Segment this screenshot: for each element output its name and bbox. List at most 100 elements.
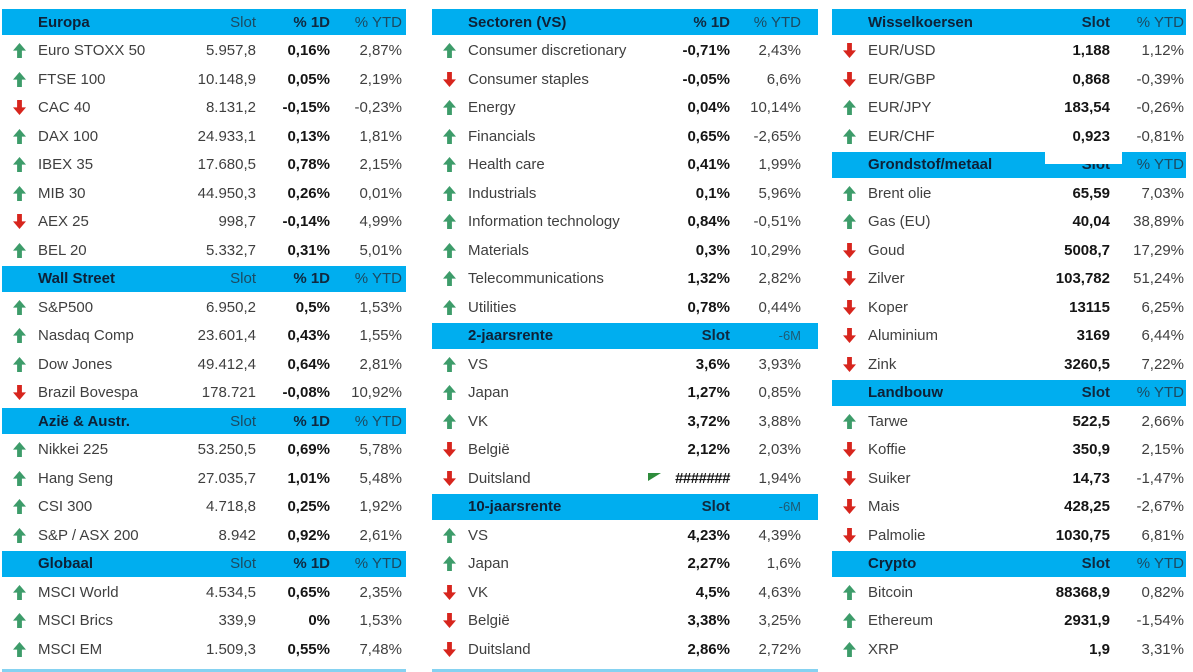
value-cell[interactable]: 1.509,3	[205, 640, 256, 658]
section-title[interactable]: 2-jaarsrente	[468, 327, 554, 344]
value-cell[interactable]: 0,3%	[695, 241, 730, 259]
value-cell[interactable]: 1,53%	[359, 612, 402, 630]
value-cell[interactable]: 5,96%	[758, 184, 801, 202]
column-header[interactable]: % YTD	[1136, 13, 1184, 31]
column-header[interactable]: % YTD	[753, 13, 801, 31]
instrument-name[interactable]: Palmolie	[868, 526, 926, 544]
instrument-name[interactable]: Koffie	[868, 441, 907, 459]
value-cell[interactable]: 0,41%	[687, 156, 730, 174]
instrument-name[interactable]: FTSE 100	[38, 70, 106, 88]
instrument-name[interactable]: VK	[468, 583, 489, 601]
value-cell[interactable]: 10,29%	[750, 241, 801, 259]
value-cell[interactable]: 0,5%	[295, 298, 330, 316]
instrument-name[interactable]: Industrials	[468, 184, 537, 202]
value-cell[interactable]: 0,16%	[287, 42, 330, 60]
value-cell[interactable]: 998,7	[218, 213, 256, 231]
value-cell[interactable]: 0,84%	[687, 213, 730, 231]
column-header[interactable]: Slot	[230, 412, 256, 430]
value-cell[interactable]: 3,93%	[758, 355, 801, 373]
value-cell[interactable]: 2,15%	[359, 156, 402, 174]
instrument-name[interactable]: Euro STOXX 50	[38, 42, 146, 60]
instrument-name[interactable]: Information technology	[468, 213, 620, 231]
column-header[interactable]: % 1D	[293, 13, 330, 31]
value-cell[interactable]: 0,25%	[287, 498, 330, 516]
value-cell[interactable]: -0,14%	[282, 213, 330, 231]
value-cell[interactable]: 0,65%	[687, 127, 730, 145]
value-cell[interactable]: -0,08%	[282, 384, 330, 402]
value-cell[interactable]: 4,39%	[758, 526, 801, 544]
instrument-name[interactable]: Financials	[468, 127, 536, 145]
value-cell[interactable]: 0,69%	[287, 441, 330, 459]
instrument-name[interactable]: Bitcoin	[868, 583, 914, 601]
instrument-name[interactable]: Ethereum	[868, 612, 934, 630]
column-header[interactable]: % YTD	[354, 13, 402, 31]
section-title[interactable]: Azië & Austr.	[38, 412, 130, 430]
column-header[interactable]: Slot	[1081, 555, 1110, 572]
value-cell[interactable]: 3,72%	[687, 412, 730, 430]
value-cell[interactable]: 3169	[1076, 327, 1110, 345]
value-cell[interactable]: 5.957,8	[205, 42, 256, 60]
value-cell[interactable]: 6,6%	[766, 70, 801, 88]
value-cell[interactable]: 65,59	[1072, 184, 1110, 202]
value-cell[interactable]: -0,23%	[354, 99, 402, 117]
value-cell[interactable]: 2,86%	[687, 640, 730, 658]
section-title[interactable]: Wall Street	[38, 270, 115, 287]
value-cell[interactable]: 38,89%	[1133, 213, 1184, 231]
column-header[interactable]: % 1D	[293, 555, 330, 572]
instrument-name[interactable]: Health care	[468, 156, 545, 174]
instrument-name[interactable]: MSCI World	[38, 583, 119, 601]
section-title[interactable]: Landbouw	[868, 384, 943, 401]
value-cell[interactable]: 183,54	[1064, 99, 1110, 117]
value-cell[interactable]: -0,05%	[682, 70, 730, 88]
instrument-name[interactable]: Japan	[468, 555, 509, 573]
value-cell[interactable]: 2,87%	[359, 42, 402, 60]
value-cell[interactable]: 1,9	[1089, 640, 1110, 658]
column-header[interactable]: % YTD	[1136, 384, 1184, 401]
value-cell[interactable]: 3,25%	[758, 612, 801, 630]
instrument-name[interactable]: EUR/CHF	[868, 127, 935, 145]
value-cell[interactable]: 0,31%	[287, 241, 330, 259]
value-cell[interactable]: 2,81%	[359, 355, 402, 373]
value-cell[interactable]: 6,44%	[1141, 327, 1184, 345]
value-cell[interactable]: 0,26%	[287, 184, 330, 202]
value-cell[interactable]: 0,13%	[287, 127, 330, 145]
value-cell[interactable]: 8.942	[218, 526, 256, 544]
value-cell[interactable]: 0,82%	[1141, 583, 1184, 601]
value-cell[interactable]: 3260,5	[1064, 355, 1110, 373]
column-header[interactable]: Slot	[230, 270, 256, 287]
instrument-name[interactable]: DAX 100	[38, 127, 99, 145]
instrument-name[interactable]: Suiker	[868, 469, 911, 487]
value-cell[interactable]: 1,94%	[758, 469, 801, 487]
value-cell[interactable]: 2931,9	[1064, 612, 1110, 630]
value-cell[interactable]: 522,5	[1072, 412, 1110, 430]
value-cell[interactable]: -2,67%	[1136, 498, 1184, 516]
section-title[interactable]: Europa	[38, 13, 90, 31]
value-cell[interactable]: 4,5%	[695, 583, 730, 601]
instrument-name[interactable]: Consumer staples	[468, 70, 589, 88]
value-cell[interactable]: 0,65%	[287, 583, 330, 601]
value-cell[interactable]: 1,32%	[687, 270, 730, 288]
value-cell[interactable]: -0,26%	[1136, 99, 1184, 117]
value-cell[interactable]: 5,48%	[359, 469, 402, 487]
instrument-name[interactable]: België	[468, 441, 510, 459]
value-cell[interactable]: -0,39%	[1136, 70, 1184, 88]
instrument-name[interactable]: EUR/JPY	[868, 99, 932, 117]
instrument-name[interactable]: Zilver	[868, 270, 905, 288]
value-cell[interactable]: 40,04	[1072, 213, 1110, 231]
section-title[interactable]: 10-jaarsrente	[468, 498, 562, 515]
value-cell[interactable]: 49.412,4	[197, 355, 256, 373]
value-cell[interactable]: 1,99%	[758, 156, 801, 174]
value-cell[interactable]: 1,12%	[1141, 42, 1184, 60]
value-cell[interactable]: 24.933,1	[197, 127, 256, 145]
instrument-name[interactable]: IBEX 35	[38, 156, 94, 174]
value-cell[interactable]: 5.332,7	[205, 241, 256, 259]
value-cell[interactable]: 0,923	[1072, 127, 1110, 145]
instrument-name[interactable]: Hang Seng	[38, 469, 114, 487]
value-cell[interactable]: -1,54%	[1136, 612, 1184, 630]
value-cell[interactable]: 0,1%	[695, 184, 730, 202]
value-cell[interactable]: 10.148,9	[197, 70, 256, 88]
value-cell[interactable]: 3,88%	[758, 412, 801, 430]
value-cell[interactable]: 2,61%	[359, 526, 402, 544]
value-cell[interactable]: 1,27%	[687, 384, 730, 402]
section-title[interactable]: Grondstof/metaal	[868, 156, 993, 173]
